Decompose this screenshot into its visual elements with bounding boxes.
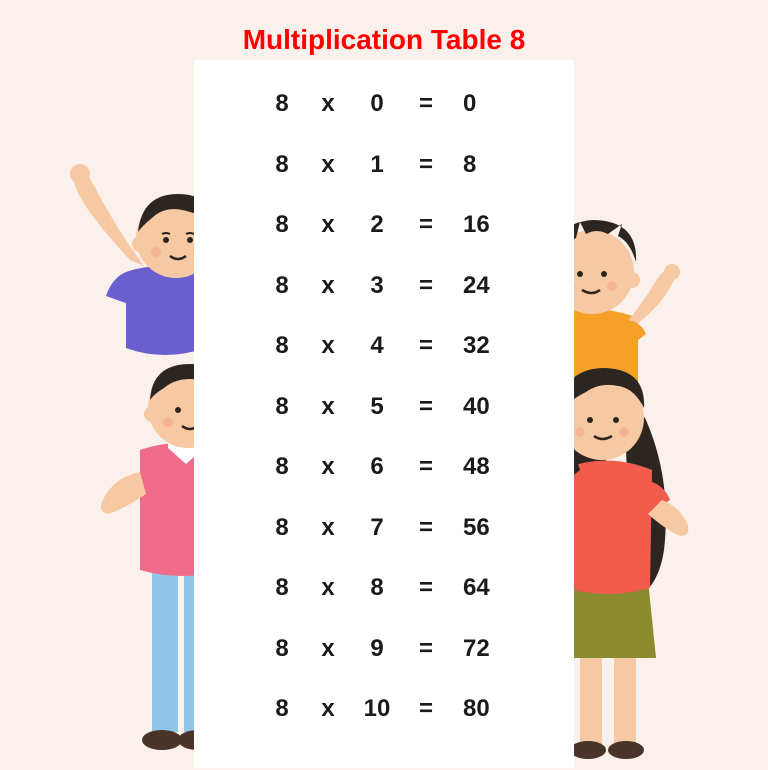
table-row: 8x6=48 xyxy=(194,437,574,498)
operator: x xyxy=(305,211,351,239)
multiplicand: 8 xyxy=(259,393,305,421)
operator: x xyxy=(305,90,351,118)
product: 24 xyxy=(449,272,509,300)
equals: = xyxy=(403,332,449,360)
multiplicand: 8 xyxy=(259,211,305,239)
product: 72 xyxy=(449,635,509,663)
page-title: Multiplication Table 8 xyxy=(0,0,768,64)
product: 0 xyxy=(449,90,509,118)
operator: x xyxy=(305,635,351,663)
equals: = xyxy=(403,211,449,239)
product: 8 xyxy=(449,151,509,179)
multiplicand: 8 xyxy=(259,514,305,542)
table-row: 8x7=56 xyxy=(194,498,574,559)
multiplier: 6 xyxy=(351,453,403,481)
table-row: 8x1=8 xyxy=(194,135,574,196)
equals: = xyxy=(403,272,449,300)
product: 56 xyxy=(449,514,509,542)
table-row: 8x5=40 xyxy=(194,377,574,438)
multiplicand: 8 xyxy=(259,272,305,300)
operator: x xyxy=(305,332,351,360)
table-row: 8x8=64 xyxy=(194,558,574,619)
multiplier: 7 xyxy=(351,514,403,542)
operator: x xyxy=(305,514,351,542)
multiplication-board: 8x0=08x1=88x2=168x3=248x4=328x5=408x6=48… xyxy=(194,60,574,768)
operator: x xyxy=(305,272,351,300)
operator: x xyxy=(305,151,351,179)
table-row: 8x2=16 xyxy=(194,195,574,256)
equals: = xyxy=(403,514,449,542)
equals: = xyxy=(403,574,449,602)
multiplier: 2 xyxy=(351,211,403,239)
table-row: 8x0=0 xyxy=(194,74,574,135)
multiplier: 4 xyxy=(351,332,403,360)
operator: x xyxy=(305,393,351,421)
product: 64 xyxy=(449,574,509,602)
equals: = xyxy=(403,695,449,723)
product: 48 xyxy=(449,453,509,481)
equals: = xyxy=(403,393,449,421)
operator: x xyxy=(305,695,351,723)
multiplicand: 8 xyxy=(259,453,305,481)
operator: x xyxy=(305,574,351,602)
multiplier: 8 xyxy=(351,574,403,602)
equals: = xyxy=(403,151,449,179)
multiplicand: 8 xyxy=(259,90,305,118)
multiplicand: 8 xyxy=(259,635,305,663)
multiplicand: 8 xyxy=(259,332,305,360)
product: 32 xyxy=(449,332,509,360)
table-row: 8x9=72 xyxy=(194,619,574,680)
multiplier: 3 xyxy=(351,272,403,300)
product: 40 xyxy=(449,393,509,421)
multiplicand: 8 xyxy=(259,151,305,179)
multiplier: 10 xyxy=(351,695,403,723)
multiplicand: 8 xyxy=(259,574,305,602)
table-row: 8x4=32 xyxy=(194,316,574,377)
operator: x xyxy=(305,453,351,481)
multiplier: 9 xyxy=(351,635,403,663)
multiplier: 1 xyxy=(351,151,403,179)
equals: = xyxy=(403,90,449,118)
equals: = xyxy=(403,453,449,481)
multiplicand: 8 xyxy=(259,695,305,723)
equals: = xyxy=(403,635,449,663)
table-row: 8x3=24 xyxy=(194,256,574,317)
table-row: 8x10=80 xyxy=(194,679,574,740)
multiplier: 5 xyxy=(351,393,403,421)
product: 80 xyxy=(449,695,509,723)
multiplier: 0 xyxy=(351,90,403,118)
product: 16 xyxy=(449,211,509,239)
